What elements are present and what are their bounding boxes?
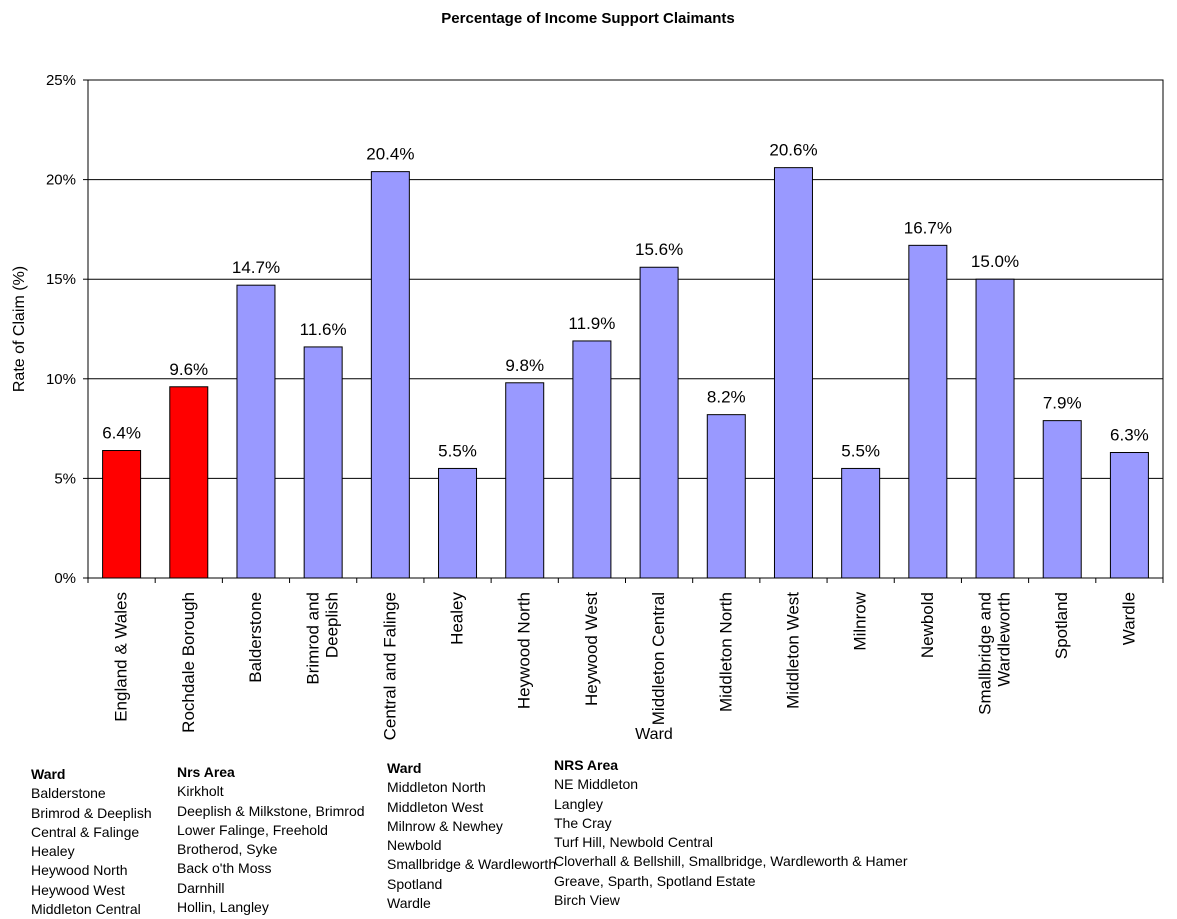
x-tick-label: England & Wales [112, 592, 131, 722]
footnote-right-area-column: NRS Area NE Middleton Langley The Cray T… [554, 756, 908, 910]
bar [303, 346, 343, 579]
y-tick-label: 25% [46, 72, 76, 89]
footnote-left-area-item: Deeplish & Milkstone, Brimrod [177, 802, 365, 819]
footnote-right-area-item: Turf Hill, Newbold Central [554, 834, 713, 851]
bar [169, 386, 209, 579]
footnote-right-ward-column: Ward Middleton North Middleton West Miln… [387, 759, 556, 913]
footnote-left-area-item: Darnhill [177, 879, 225, 896]
data-label: 5.5% [438, 441, 477, 460]
footnote-left-area-item: Lower Falinge, Freehold [177, 821, 328, 838]
x-tick-label: Brimrod andDeeplish [304, 592, 342, 685]
footnote-right-area-item: The Cray [554, 814, 612, 831]
bar [908, 244, 948, 579]
x-tick-label: Heywood West [582, 592, 601, 706]
footnote-right-ward-header: Ward [387, 760, 422, 776]
data-label: 8.2% [707, 388, 746, 407]
footnote-left-ward-item: Heywood West [31, 881, 125, 898]
bar [572, 340, 612, 579]
x-tick-label: Central and Falinge [380, 592, 399, 740]
footnote-right-ward-item: Spotland [387, 875, 443, 892]
footnote-left-area-item: Brotherod, Syke [177, 841, 278, 858]
footnote-right-ward-item: Wardle [387, 895, 431, 912]
footnote-right-ward-item: Middleton North [387, 779, 486, 796]
footnote-left-area-item: Hollin, Langley [177, 899, 269, 916]
footnote-right-area-item: Langley [554, 795, 604, 812]
x-tick-label: Balderstone [246, 592, 265, 683]
footnote-left-area-header: Nrs Area [177, 764, 235, 780]
footnote-left-area-column: Nrs Area Kirkholt Deeplish & Milkstone, … [177, 763, 365, 917]
footnote-left-ward-item: Central & Falinge [31, 823, 140, 840]
x-tick-label: Spotland [1052, 592, 1071, 659]
bar [236, 284, 276, 579]
y-tick-label: 15% [46, 271, 76, 288]
data-label: 15.0% [971, 252, 1019, 271]
footnote-right-area-item: Greave, Sparth, Spotland Estate [554, 872, 756, 889]
data-label: 20.6% [769, 141, 817, 160]
bar [438, 467, 478, 579]
x-tick-label: Rochdale Borough [179, 592, 198, 733]
data-label: 9.6% [169, 360, 208, 379]
data-label: 15.6% [635, 240, 683, 259]
bar [773, 167, 813, 579]
y-tick-label: 5% [54, 470, 76, 487]
bar [975, 278, 1015, 579]
data-label: 16.7% [904, 218, 952, 237]
footnote-left-ward-item: Brimrod & Deeplish [31, 804, 152, 821]
footnote-right-ward-item: Smallbridge & Wardleworth [387, 856, 557, 873]
footnote-left-ward-item: Balderstone [31, 785, 106, 802]
footnote-left-ward-column: Ward Balderstone Brimrod & Deeplish Cent… [31, 765, 152, 919]
bar [1109, 452, 1149, 579]
footnote-right-ward-item: Newbold [387, 837, 442, 854]
data-label: 7.9% [1043, 394, 1082, 413]
footnote-right-area-header: NRS Area [554, 757, 619, 773]
x-tick-label: Middleton North [716, 592, 735, 712]
x-tick-label: Smallbridge andWardleworth [976, 592, 1014, 715]
x-tick-label: Wardle [1119, 592, 1138, 645]
y-tick-label: 20% [46, 172, 76, 189]
footnote-right-ward-item: Milnrow & Newhey [387, 817, 503, 834]
x-tick-label: Newbold [918, 592, 937, 658]
footnote-right-area-item: Cloverhall & Bellshill, Smallbridge, War… [554, 853, 908, 870]
bar [505, 382, 545, 579]
footnote-left-ward-item: Healey [31, 843, 75, 860]
x-tick-label: Heywood North [515, 592, 534, 709]
footnote-left-ward-header: Ward [31, 766, 66, 782]
x-tick-label: Middleton West [783, 592, 802, 709]
footnote-right-area-item: NE Middleton [554, 776, 639, 793]
y-tick-label: 0% [54, 570, 76, 587]
bar [370, 171, 410, 579]
data-label: 6.4% [102, 424, 141, 443]
chart-title: Percentage of Income Support Claimants [441, 10, 734, 27]
footnote-left-area-item: Back o'th Moss [177, 860, 272, 877]
footnote-left-area-item: Kirkholt [177, 783, 224, 800]
y-axis-label: Rate of Claim (%) [11, 266, 28, 392]
footnote-right-ward-item: Middleton West [387, 798, 484, 815]
data-label: 6.3% [1110, 426, 1149, 445]
x-tick-label: Middleton Central [649, 592, 668, 725]
data-label: 9.8% [505, 356, 544, 375]
bar [102, 450, 142, 579]
x-tick-label: Milnrow [851, 591, 870, 650]
bar [1042, 420, 1082, 579]
x-tick-label: Healey [448, 592, 467, 645]
footnote-left-ward-item: Heywood North [31, 862, 128, 879]
data-label: 20.4% [366, 145, 414, 164]
bar [706, 414, 746, 579]
y-tick-label: 10% [46, 371, 76, 388]
data-label: 11.6% [300, 320, 347, 339]
footnote-right-area-item: Birch View [554, 892, 620, 909]
bar [841, 467, 881, 579]
data-label: 5.5% [841, 441, 880, 460]
x-axis-label: Ward [635, 726, 673, 743]
data-label: 14.7% [232, 258, 280, 277]
bar [639, 266, 679, 579]
footnote-left-ward-item: Middleton Central [31, 901, 141, 918]
data-label: 11.9% [568, 314, 615, 333]
